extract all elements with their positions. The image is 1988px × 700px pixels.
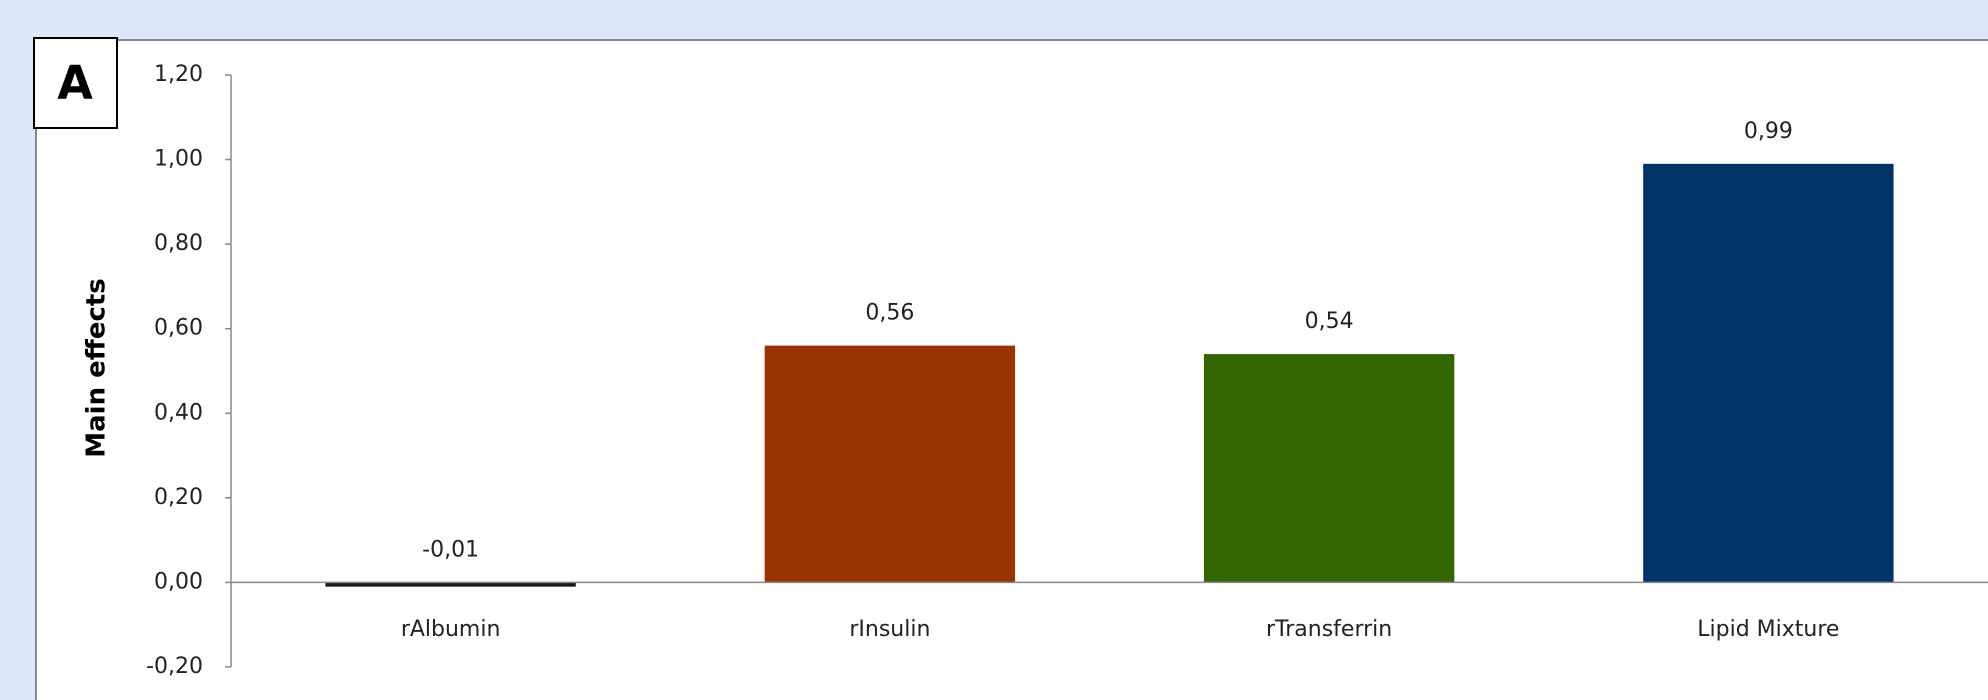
y-tick-label: 0,80 <box>154 231 203 256</box>
y-tick-label: -0,20 <box>146 654 203 679</box>
panel-label: A <box>57 56 93 110</box>
y-tick-label: 0,20 <box>154 485 203 510</box>
bar <box>1203 354 1455 583</box>
value-label: 0,56 <box>865 301 914 326</box>
y-axis-title: Main effects <box>82 278 112 458</box>
value-label: 0,99 <box>1744 119 1793 144</box>
y-tick-label: 1,20 <box>154 62 203 87</box>
value-label: -0,01 <box>422 537 479 562</box>
bar <box>325 582 576 587</box>
x-tick-label: rAlbumin <box>401 617 501 642</box>
panel-label-box <box>33 37 118 129</box>
value-label: 0,54 <box>1305 309 1354 334</box>
y-tick-label: 1,00 <box>154 147 203 172</box>
x-tick-label: rTransferrin <box>1266 617 1392 642</box>
y-tick-label: 0,00 <box>154 569 203 594</box>
x-tick-label: rInsulin <box>849 617 930 642</box>
y-tick-label: 0,40 <box>154 400 203 425</box>
y-tick-label: 0,60 <box>154 316 203 341</box>
bar <box>1643 163 1894 583</box>
bar <box>764 345 1016 583</box>
x-tick-label: Lipid Mixture <box>1697 617 1839 642</box>
